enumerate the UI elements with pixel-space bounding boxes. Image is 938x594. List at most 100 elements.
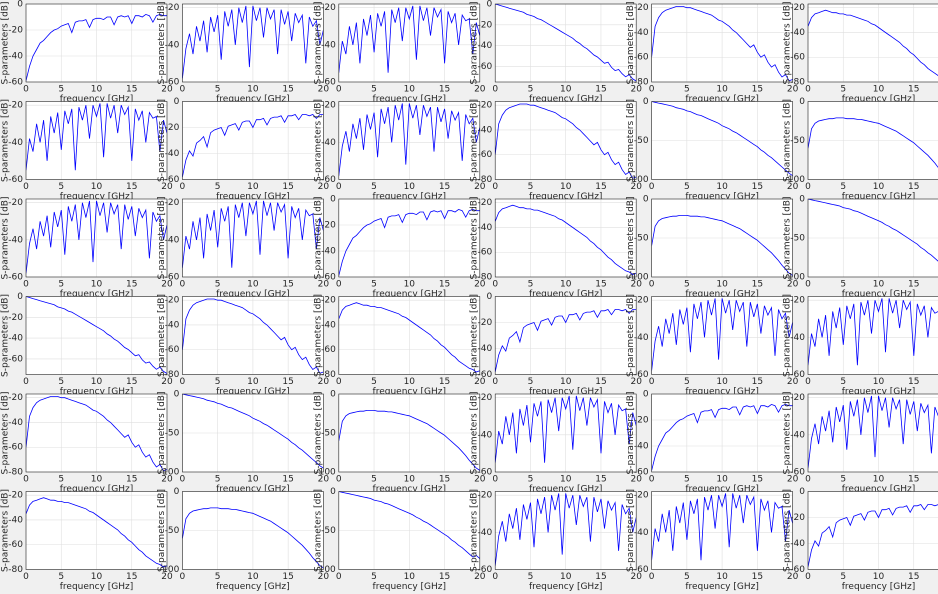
x-tick-label: 15 (908, 572, 919, 582)
y-tick-label: -100 (628, 273, 649, 283)
y-tick-label: 0 (330, 487, 336, 497)
axes-box (25, 101, 168, 180)
x-tick-label: 10 (873, 572, 885, 582)
x-tick-label: 20 (161, 475, 173, 485)
x-tick-label: 10 (91, 572, 103, 582)
y-tick-label: -80 (477, 175, 492, 185)
line (651, 493, 793, 561)
x-axis-label: frequency [GHz] (373, 485, 447, 495)
x-tick-label: 5 (371, 85, 377, 95)
y-axis-label: S-parameters [dB] (157, 99, 167, 182)
x-tick-label: 15 (439, 280, 450, 290)
x-axis-label: frequency [GHz] (216, 485, 290, 495)
x-tick-label: 0 (492, 475, 498, 485)
y-axis-label: S-parameters [dB] (313, 392, 323, 475)
y-axis-label: S-parameters [dB] (157, 2, 167, 85)
x-axis-label: frequency [GHz] (529, 95, 603, 105)
y-tick-label: -20 (8, 198, 23, 208)
x-tick-label: 5 (58, 280, 64, 290)
line (26, 200, 167, 274)
y-tick-label: -50 (634, 234, 649, 244)
x-tick-label: 15 (595, 377, 606, 387)
line (26, 103, 167, 171)
y-tick-label: -60 (634, 370, 649, 380)
line (808, 117, 938, 168)
y-tick-label: -60 (790, 565, 805, 575)
y-tick-label: 0 (799, 487, 805, 497)
y-axis-label: S-parameters [dB] (1, 392, 11, 475)
x-tick-label: 20 (630, 377, 642, 387)
y-tick-label: -40 (8, 138, 23, 148)
x-tick-label: 5 (58, 377, 64, 387)
y-axis-label: S-parameters [dB] (626, 294, 636, 377)
x-tick-label: 15 (282, 85, 293, 95)
y-axis-label: S-parameters [dB] (783, 392, 793, 475)
y-tick-label: 0 (643, 390, 649, 400)
x-tick-label: 10 (247, 85, 259, 95)
axes-box (807, 491, 938, 570)
y-axis-label: S-parameters [dB] (1, 2, 11, 85)
axes-background (808, 296, 938, 375)
y-tick-label: -60 (8, 273, 23, 283)
x-tick-label: 15 (439, 182, 450, 192)
axes-box (25, 198, 168, 278)
x-tick-label: 5 (840, 377, 846, 387)
line (808, 395, 938, 469)
y-tick-label: -80 (8, 565, 23, 575)
line (651, 215, 793, 276)
x-tick-label: 10 (716, 280, 728, 290)
y-tick-label: -40 (634, 442, 649, 452)
y-axis-label: S-parameters [dB] (1, 99, 11, 182)
y-tick-label: -60 (790, 468, 805, 478)
line (651, 6, 793, 82)
x-tick-label: 10 (716, 572, 728, 582)
x-tick-label: 15 (282, 475, 293, 485)
line (495, 103, 637, 179)
line (808, 298, 938, 366)
x-tick-label: 15 (595, 475, 606, 485)
x-tick-label: 20 (630, 475, 642, 485)
x-axis-label: frequency [GHz] (685, 485, 759, 495)
x-tick-label: 10 (91, 85, 103, 95)
y-tick-label: -60 (8, 540, 23, 550)
y-axis-label: S-parameters [dB] (157, 197, 167, 280)
y-tick-label: -40 (634, 333, 649, 343)
x-tick-label: 15 (595, 572, 606, 582)
y-axis-label: S-parameters [dB] (783, 197, 793, 280)
y-tick-label: -40 (165, 235, 180, 245)
x-axis-label: frequency [GHz] (60, 582, 134, 592)
x-axis-label: frequency [GHz] (373, 95, 447, 105)
line (182, 507, 324, 569)
y-tick-label: -40 (321, 247, 336, 257)
y-tick-label: -40 (477, 430, 492, 440)
axes-box (25, 3, 168, 83)
x-tick-label: 15 (752, 280, 763, 290)
line (338, 5, 480, 73)
y-tick-label: -80 (165, 370, 180, 380)
x-tick-label: 5 (528, 377, 534, 387)
x-tick-label: 20 (787, 475, 799, 485)
x-tick-label: 0 (805, 280, 811, 290)
x-tick-label: 0 (649, 280, 655, 290)
x-tick-label: 0 (805, 377, 811, 387)
x-tick-label: 20 (474, 377, 486, 387)
x-tick-label: 5 (684, 572, 690, 582)
y-tick-label: -20 (8, 491, 23, 501)
x-axis-label: frequency [GHz] (373, 387, 447, 397)
y-tick-label: -60 (477, 370, 492, 380)
y-tick-label: -40 (790, 333, 805, 343)
x-tick-label: 5 (215, 280, 221, 290)
x-tick-label: 10 (91, 182, 103, 192)
x-tick-label: 10 (716, 377, 728, 387)
axes-box (338, 491, 481, 570)
x-tick-label: 10 (560, 475, 572, 485)
x-tick-label: 10 (560, 572, 572, 582)
x-tick-label: 10 (560, 280, 572, 290)
y-axis-label: S-parameters [dB] (470, 99, 480, 182)
y-tick-label: -20 (321, 3, 336, 13)
y-tick-label: -60 (165, 78, 180, 88)
x-tick-label: 5 (58, 572, 64, 582)
y-tick-label: -40 (477, 344, 492, 354)
x-axis-label: frequency [GHz] (842, 485, 916, 495)
